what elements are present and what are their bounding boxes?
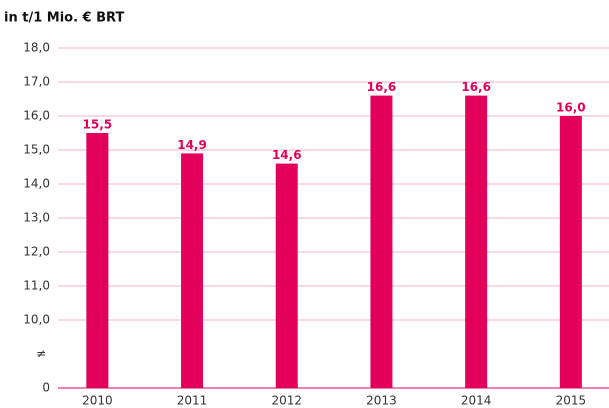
y-tick-label: 10,0 <box>23 313 50 327</box>
value-label: 14,9 <box>177 138 207 152</box>
x-tick-label: 2010 <box>82 394 113 408</box>
value-label: 16,6 <box>367 80 397 94</box>
chart-title: in t/1 Mio. € BRT <box>4 11 124 26</box>
y-tick-label: 0 <box>42 381 50 395</box>
x-tick-label: 2015 <box>556 394 587 408</box>
value-label: 16,6 <box>461 80 491 94</box>
x-tick-label: 2012 <box>271 394 302 408</box>
value-label: 15,5 <box>83 118 113 132</box>
y-tick-label: 15,0 <box>23 143 50 157</box>
y-tick-label: 18,0 <box>23 41 50 55</box>
bar <box>559 116 582 388</box>
x-tick-label: 2014 <box>461 394 492 408</box>
bar <box>181 153 204 388</box>
bar <box>275 163 298 388</box>
y-tick-label: 13,0 <box>23 211 50 225</box>
bar <box>86 133 109 388</box>
value-label: 16,0 <box>556 101 586 115</box>
y-tick-label: 12,0 <box>23 245 50 259</box>
value-label: 14,6 <box>272 148 302 162</box>
x-tick-label: 2011 <box>177 394 208 408</box>
bar <box>465 95 488 388</box>
bar <box>370 95 393 388</box>
y-tick-label: 16,0 <box>23 109 50 123</box>
x-tick-label: 2013 <box>366 394 397 408</box>
y-tick-label: 17,0 <box>23 75 50 89</box>
y-tick-label: 14,0 <box>23 177 50 191</box>
axis-break: ≠ <box>36 347 46 361</box>
y-tick-label: 11,0 <box>23 279 50 293</box>
